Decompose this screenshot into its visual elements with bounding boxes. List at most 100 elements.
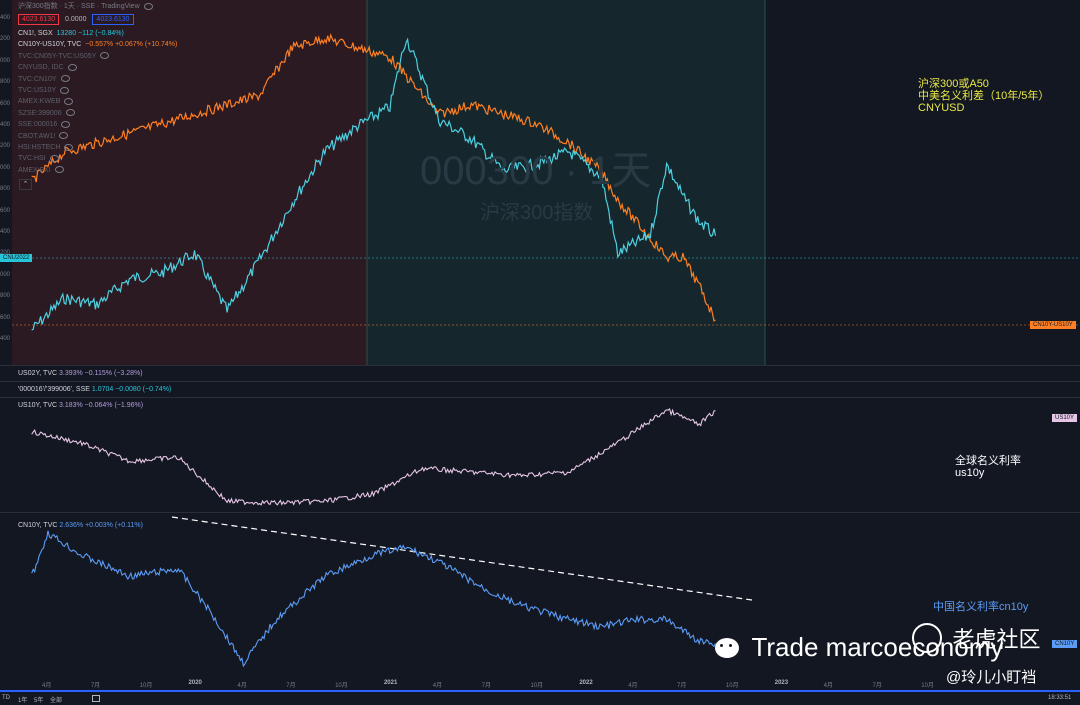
spread-value: 0.0000 — [65, 16, 87, 23]
pane-separator-1[interactable] — [0, 365, 1080, 366]
x-axis-tick: 7月 — [90, 683, 101, 689]
us10y-price-tag: US10Y — [1052, 414, 1078, 422]
cn10y-annotation: 中国名义利率cn10y — [933, 601, 1029, 613]
y-axis-tick: 800 — [0, 186, 11, 193]
legend-row[interactable]: CN1!, SGX 13280 −112 (−0.84%) — [18, 30, 124, 37]
annotation-line-3: CNYUSD — [918, 102, 965, 114]
y-axis-tick: 400 — [0, 15, 11, 21]
y-axis-tick: 400 — [0, 122, 11, 128]
y-axis-tick: 000 — [0, 271, 11, 278]
legend-row[interactable]: AMEX:KWEB — [18, 97, 74, 106]
legend-row[interactable]: CNYUSD, IDC — [18, 63, 77, 72]
spread-price-tag: CN10Y-US10Y — [1030, 321, 1076, 329]
us10y-chart-svg[interactable] — [0, 398, 1080, 510]
trendline[interactable] — [171, 516, 753, 601]
x-axis-tick: 10月 — [921, 683, 934, 689]
cn10y-chart-svg[interactable] — [0, 513, 1080, 678]
brand-text: Trade marcoeconomy — [751, 632, 1004, 662]
range-td[interactable]: TD — [2, 695, 10, 701]
us02y-legend: US02Y, TVC 3.393% −0.115% (−3.28%) — [18, 370, 143, 377]
chart-header: 沪深300指数 · 1天 · SSE · TradingView — [18, 2, 153, 11]
legend-row[interactable]: SSE:000016 — [18, 120, 71, 129]
price-boxes: 4023.6130 0.0000 4023.6130 — [18, 14, 134, 25]
y-axis-tick: 400 — [0, 336, 11, 342]
y-axis-tick: 400 — [0, 229, 11, 235]
y-axis-tick: 000 — [0, 57, 11, 64]
clock-time[interactable]: 18:33:51 — [1048, 695, 1072, 701]
y-axis-tick: 600 — [0, 207, 11, 214]
legend-row[interactable]: SZSE:399006 — [18, 109, 75, 118]
eye-icon[interactable] — [65, 109, 75, 117]
y-axis-tick: 800 — [0, 293, 11, 300]
range-5y[interactable]: 5年 — [34, 698, 44, 704]
eye-icon[interactable] — [54, 166, 64, 174]
legend-row[interactable]: TVC:CN10Y — [18, 75, 70, 84]
user-overlay: @玲儿小盯裆 — [946, 669, 1037, 686]
cn10y-price-tag: CN10Y — [1052, 640, 1078, 648]
site-overlay: 老虎社区 — [912, 622, 1040, 654]
cn10y-line — [31, 530, 716, 668]
cn10y-pane[interactable]: CN10Y, TVC 2.636% +0.003% (+0.11%) CN10Y… — [0, 513, 1080, 678]
time-axis[interactable]: 4月 7月 10月 2020 4月 7月 10月 2021 4月 7月 10月 2022 4月 7月 10月… — [0, 678, 1080, 690]
us10y-legend: US10Y, TVC 3.183% −0.064% (−1.96%) — [18, 402, 144, 409]
x-axis-tick: 7月 — [872, 683, 882, 689]
pane-separator-4[interactable] — [0, 512, 1080, 513]
cn1-line — [31, 37, 717, 331]
buy-price-box[interactable]: 4023.6130 — [92, 14, 134, 25]
collapse-legend-button[interactable]: ⌃ — [19, 179, 32, 190]
y-axis-tick: 600 — [0, 100, 11, 107]
us10y-pane[interactable]: US10Y, TVC 3.183% −0.064% (−1.96%) US10Y… — [0, 398, 1080, 510]
calendar-icon[interactable] — [92, 695, 100, 702]
year-2019-2020-shade — [12, 0, 367, 365]
y-axis-tick: 600 — [0, 314, 11, 321]
legend-row[interactable]: CBOT:AW1! — [18, 132, 69, 141]
x-axis-tick: 4月 — [237, 683, 247, 689]
x-axis-tick: 4月 — [823, 683, 833, 689]
eye-icon[interactable] — [67, 63, 77, 71]
symbol-watermark: 000300 · 1天 — [420, 149, 652, 193]
y-axis-tick: 200 — [0, 250, 10, 256]
cnu-price-tag: CNU2022 — [0, 254, 33, 262]
eye-icon[interactable] — [61, 120, 71, 128]
eye-icon[interactable] — [59, 132, 69, 140]
pane-separator-2[interactable] — [0, 381, 1080, 382]
legend-row[interactable]: TVC:US10Y — [18, 86, 70, 95]
x-axis-tick: 4月 — [432, 683, 443, 689]
spread-line — [31, 33, 716, 322]
brand-overlay: Trade marcoeconomy — [715, 632, 1003, 663]
eye-icon[interactable] — [143, 2, 153, 10]
range-1y[interactable]: 1年 — [18, 698, 28, 704]
us10y-annotation: 全球名义利率 us10y — [955, 455, 1021, 479]
wechat-icon — [715, 637, 739, 658]
legend-row[interactable]: TVC:HSI — [18, 154, 59, 163]
y-axis-tick: 800 — [0, 79, 11, 86]
sell-price-box[interactable]: 4023.6130 — [18, 14, 60, 25]
x-axis-tick: 2023 — [774, 680, 789, 686]
eye-icon[interactable] — [49, 155, 59, 163]
us10y-line — [31, 407, 716, 506]
legend-row[interactable]: CN10Y-US10Y, TVC −0.557% +0.067% (+10.74%… — [18, 41, 178, 49]
year-2021-2022-shade — [367, 0, 765, 365]
eye-icon[interactable] — [60, 75, 70, 83]
legend-row[interactable]: TVC:CN05Y-TVC:US05Y — [18, 52, 110, 61]
eye-icon[interactable] — [60, 86, 70, 94]
bottom-toolbar: TD 1年 5年 全部 18:33:51 — [0, 690, 1080, 705]
eye-icon[interactable] — [64, 143, 74, 151]
chart-title: 沪深300指数 · 1天 · SSE · TradingView — [18, 3, 140, 10]
x-axis-tick: 10月 — [335, 683, 348, 689]
main-chart-svg[interactable] — [0, 0, 1080, 365]
x-axis-tick: 2021 — [383, 680, 398, 686]
range-all[interactable]: 全部 — [50, 698, 63, 704]
legend-row[interactable]: AMEX:FXI — [18, 166, 64, 175]
pane-separator-3[interactable] — [0, 397, 1080, 398]
site-text: 老虎社区 — [952, 627, 1041, 652]
x-axis-tick: 2020 — [188, 680, 202, 686]
eye-icon[interactable] — [100, 52, 110, 60]
y-axis-tick: 200 — [0, 143, 11, 150]
main-price-pane[interactable]: 000300 · 1天 沪深300指数 沪深300指数 · 1天 · SSE ·… — [0, 0, 1080, 365]
eye-icon[interactable] — [64, 98, 74, 106]
x-axis-tick: 4月 — [628, 683, 638, 689]
legend-row[interactable]: HSI:HSTECH — [18, 143, 74, 152]
cn10y-legend: CN10Y, TVC 2.636% +0.003% (+0.11%) — [18, 522, 143, 529]
x-axis-tick: 2022 — [579, 680, 593, 686]
